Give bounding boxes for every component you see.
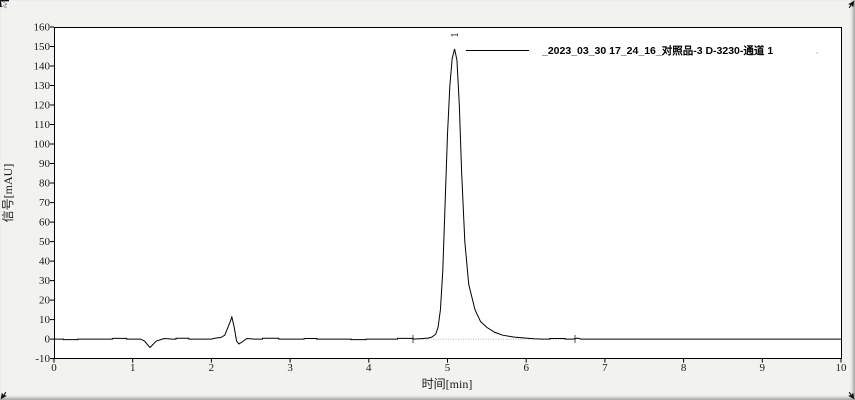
svg-text:8: 8 bbox=[681, 362, 687, 374]
svg-text:时间[min]: 时间[min] bbox=[422, 377, 473, 391]
svg-text:10: 10 bbox=[39, 314, 51, 326]
svg-text:130: 130 bbox=[34, 80, 51, 92]
svg-text:120: 120 bbox=[34, 100, 51, 112]
svg-text:3: 3 bbox=[287, 362, 293, 374]
svg-text:5: 5 bbox=[445, 362, 451, 374]
svg-text:_2023_03_30 17_24_16_对照品-3 D-3: _2023_03_30 17_24_16_对照品-3 D-3230-通道 1 bbox=[541, 44, 773, 57]
svg-text:50: 50 bbox=[39, 236, 51, 248]
svg-text:70: 70 bbox=[39, 197, 51, 209]
svg-text:150: 150 bbox=[34, 41, 51, 53]
svg-text:-10: -10 bbox=[35, 353, 50, 365]
svg-text:30: 30 bbox=[39, 275, 51, 287]
svg-text:信号[mAU]: 信号[mAU] bbox=[1, 164, 15, 223]
svg-text:6: 6 bbox=[523, 362, 529, 374]
svg-text:80: 80 bbox=[39, 178, 51, 190]
svg-text:7: 7 bbox=[602, 362, 608, 374]
svg-text:2: 2 bbox=[209, 362, 215, 374]
svg-text:9: 9 bbox=[760, 362, 766, 374]
svg-text:60: 60 bbox=[39, 217, 51, 229]
svg-text:4: 4 bbox=[366, 362, 372, 374]
svg-text:0: 0 bbox=[51, 362, 57, 374]
svg-text:110: 110 bbox=[34, 119, 51, 131]
svg-text:10: 10 bbox=[836, 362, 848, 374]
svg-text:140: 140 bbox=[34, 61, 51, 73]
svg-text:90: 90 bbox=[39, 158, 51, 170]
svg-text:160: 160 bbox=[34, 22, 51, 34]
svg-text:1: 1 bbox=[450, 33, 461, 38]
svg-text:100: 100 bbox=[34, 139, 51, 151]
svg-text:0: 0 bbox=[45, 334, 51, 346]
svg-text:40: 40 bbox=[39, 256, 51, 268]
svg-text:20: 20 bbox=[39, 295, 51, 307]
svg-text:1: 1 bbox=[130, 362, 136, 374]
